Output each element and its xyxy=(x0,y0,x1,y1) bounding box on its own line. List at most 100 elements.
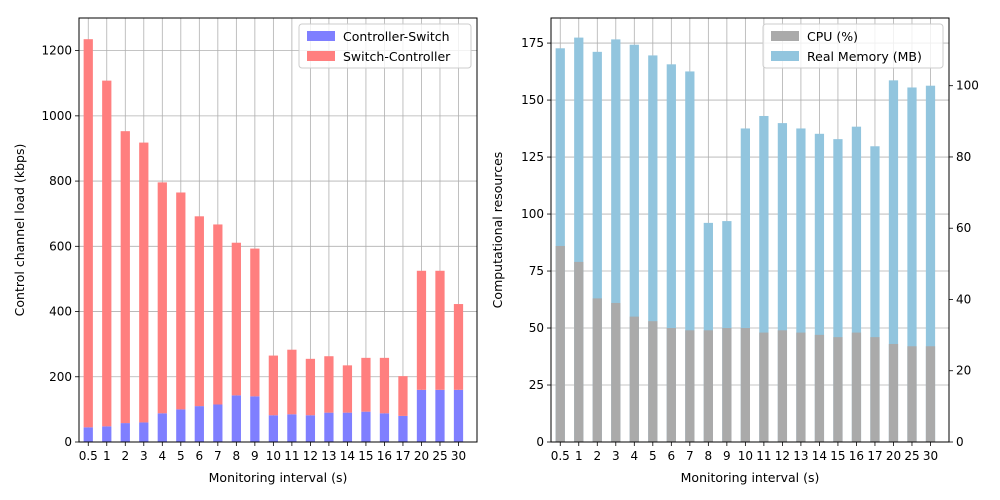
y2-tick-label: 80 xyxy=(956,150,971,164)
bar-cpu-20 xyxy=(888,343,899,442)
bar-controller-switch-0-5 xyxy=(83,427,93,442)
bar-cpu-0-5 xyxy=(555,245,565,442)
x-tick-label: 15 xyxy=(358,449,373,463)
bar-real-memory-mb-15 xyxy=(833,139,843,442)
x-tick-label: 30 xyxy=(923,449,938,463)
bar-cpu-2 xyxy=(592,298,602,442)
bar-switch-controller-5 xyxy=(176,192,186,410)
bar-real-memory-mb-12 xyxy=(777,123,788,442)
bar-switch-controller-0-5 xyxy=(83,39,93,428)
x-tick-label: 10 xyxy=(266,449,281,463)
legend-swatch-switch-controller xyxy=(307,51,335,61)
bar-cpu-16 xyxy=(851,332,862,442)
x-tick-label: 16 xyxy=(377,449,392,463)
x-tick-label: 17 xyxy=(867,449,882,463)
bar-cpu-17 xyxy=(870,337,880,442)
bar-switch-controller-6 xyxy=(194,216,204,407)
bar-cpu-1 xyxy=(574,261,584,442)
bar-real-memory-mb-20 xyxy=(888,80,899,443)
bar-switch-controller-14 xyxy=(342,365,353,413)
y-tick-label: 1200 xyxy=(41,44,72,58)
bar-controller-switch-14 xyxy=(342,412,353,442)
x-tick-label: 14 xyxy=(812,449,827,463)
x-tick-label: 0.5 xyxy=(551,449,570,463)
x-tick-label: 17 xyxy=(395,449,410,463)
bar-switch-controller-3 xyxy=(139,142,149,423)
x-tick-label: 14 xyxy=(340,449,355,463)
bar-real-memory-mb-5 xyxy=(648,55,658,442)
legend-label-controller-switch: Controller-Switch xyxy=(343,29,450,44)
x-tick-label: 5 xyxy=(177,449,185,463)
right-legend-box xyxy=(762,23,944,69)
bar-switch-controller-9 xyxy=(250,248,260,397)
y-tick-label: 25 xyxy=(529,378,544,392)
bar-controller-switch-9 xyxy=(250,396,260,442)
bar-controller-switch-5 xyxy=(176,409,186,442)
right-bars xyxy=(555,37,936,443)
bar-real-memory-mb-3 xyxy=(611,39,621,443)
x-tick-label: 25 xyxy=(432,449,447,463)
x-tick-label: 8 xyxy=(705,449,713,463)
x-tick-label: 3 xyxy=(140,449,148,463)
x-tick-label: 2 xyxy=(121,449,129,463)
y-tick-label: 75 xyxy=(529,264,544,278)
y-tick-label: 200 xyxy=(49,370,72,384)
x-tick-label: 1 xyxy=(103,449,111,463)
x-tick-label: 30 xyxy=(451,449,466,463)
bar-real-memory-mb-17 xyxy=(870,146,880,442)
bar-real-memory-mb-6 xyxy=(666,64,676,442)
x-tick-label: 7 xyxy=(214,449,222,463)
bar-switch-controller-4 xyxy=(157,182,167,414)
y-tick-label: 100 xyxy=(521,207,544,221)
bar-cpu-8 xyxy=(703,330,713,442)
bar-cpu-5 xyxy=(648,321,658,442)
bar-switch-controller-1 xyxy=(102,80,112,427)
bar-controller-switch-10 xyxy=(268,415,278,442)
bar-cpu-7 xyxy=(685,330,695,442)
bar-real-memory-mb-0-5 xyxy=(555,48,565,443)
x-tick-label: 3 xyxy=(612,449,620,463)
x-tick-label: 13 xyxy=(321,449,336,463)
bar-real-memory-mb-4 xyxy=(629,44,639,443)
bar-cpu-12 xyxy=(777,330,788,442)
left-plot-frame xyxy=(78,17,478,443)
bar-controller-switch-2 xyxy=(120,423,130,442)
x-tick-label: 13 xyxy=(793,449,808,463)
x-tick-label: 12 xyxy=(303,449,318,463)
bar-switch-controller-8 xyxy=(231,242,241,396)
legend-label-cpu: CPU (%) xyxy=(807,29,858,44)
right-plot-frame xyxy=(550,17,950,443)
bar-switch-controller-15 xyxy=(361,357,371,412)
bar-cpu-4 xyxy=(629,316,639,442)
y2-tick-label: 20 xyxy=(956,364,971,378)
x-tick-label: 20 xyxy=(886,449,901,463)
x-tick-label: 9 xyxy=(251,449,259,463)
chart-computational-resources: 0.5 1 2 3 4 5 6 7 8 9 10 11 12 13 14 15 16 17 20 25 30 02550… xyxy=(490,17,979,485)
bar-switch-controller-30 xyxy=(453,304,464,390)
y2-tick-label: 0 xyxy=(956,435,964,449)
x-tick-label: 16 xyxy=(849,449,864,463)
right-legend: CPU (%) Real Memory (MB) xyxy=(762,23,944,69)
left-x-axis-label: Monitoring interval (s) xyxy=(209,470,348,485)
bar-switch-controller-10 xyxy=(268,355,278,416)
y-tick-label: 175 xyxy=(521,36,544,50)
x-tick-label: 7 xyxy=(686,449,694,463)
bar-real-memory-mb-25 xyxy=(907,87,917,442)
bar-real-memory-mb-1 xyxy=(574,37,584,442)
bar-switch-controller-12 xyxy=(305,358,316,416)
bar-real-memory-mb-14 xyxy=(814,133,825,442)
left-legend: Controller-Switch Switch-Controller xyxy=(298,23,472,69)
bar-cpu-13 xyxy=(796,332,806,442)
bar-real-memory-mb-16 xyxy=(851,126,862,442)
x-tick-label: 4 xyxy=(630,449,638,463)
y-tick-label: 400 xyxy=(49,305,72,319)
right-x-axis-label: Monitoring interval (s) xyxy=(681,470,820,485)
x-tick-label: 11 xyxy=(756,449,771,463)
y-tick-label: 0 xyxy=(64,435,72,449)
bar-controller-switch-30 xyxy=(453,389,464,442)
x-tick-label: 11 xyxy=(284,449,299,463)
right-y-axis-label: Computational resources xyxy=(490,152,505,309)
x-tick-label: 2 xyxy=(593,449,601,463)
x-tick-label: 6 xyxy=(668,449,676,463)
